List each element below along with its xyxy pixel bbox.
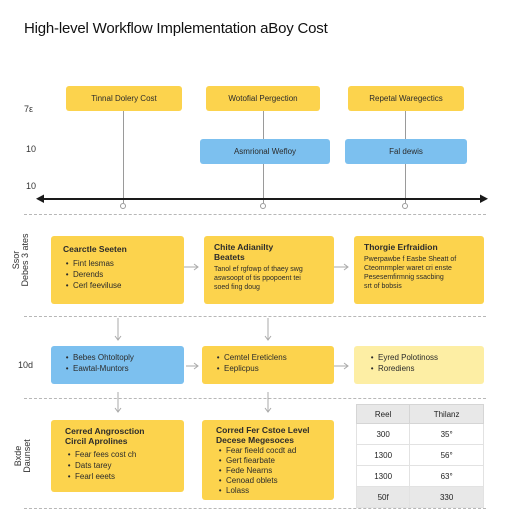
- arrowhead-down-1: [114, 335, 122, 341]
- box-blue-2: Fal dewis: [345, 139, 467, 164]
- table-row: 1300 56°: [355, 444, 484, 466]
- list-item: Fint lesmas: [73, 258, 172, 269]
- axis-right-arrowhead: [480, 194, 488, 203]
- arrowhead-down-3: [114, 407, 122, 413]
- list-item: Eawtal-Muntors: [73, 363, 172, 374]
- list-item: Eyred Polotinoss: [378, 352, 470, 363]
- table-cell: 35°: [409, 423, 484, 445]
- box-top-3: Repetal Waregectics: [348, 86, 464, 111]
- table-header: Reel: [355, 404, 411, 424]
- list-item: Fear fees cost ch: [75, 449, 170, 460]
- arrowhead-down-4: [264, 407, 272, 413]
- table-row: 1300 63°: [355, 465, 484, 487]
- list-item: Bebes Ohtoltoply: [73, 352, 172, 363]
- list-item: Dats tarey: [75, 460, 170, 471]
- box-blue-1: Asmrional Wefloy: [200, 139, 330, 164]
- table-cell: 330: [409, 486, 484, 508]
- box-r2-1: Cearctle Seeten Fint lesmas Derends Cerl…: [51, 236, 184, 304]
- list-item: Fear fieeld cocdt ad: [226, 446, 320, 456]
- table-header: Thilanz: [409, 404, 484, 424]
- y-label-10-b: 10: [26, 181, 37, 191]
- box-r2-3-heading: Thorgie Erfraidion: [364, 242, 438, 252]
- box-top-1: Tinnal Dolery Cost: [66, 86, 182, 111]
- connector-v1: [123, 111, 124, 203]
- node-2: [260, 203, 266, 209]
- table-row: 300 35°: [355, 423, 484, 445]
- arrowhead-r3-a: [193, 362, 199, 370]
- table-cell: 1300: [355, 465, 411, 487]
- table-row: 50f 330: [355, 486, 484, 508]
- list-item: Rorediens: [378, 363, 470, 374]
- box-r2-1-list: Fint lesmas Derends Cerl feeviluse: [63, 258, 172, 291]
- box-r3-1-list: Bebes Ohtoltoply Eawtal-Muntors: [63, 352, 172, 374]
- table-cell: 50f: [355, 486, 411, 508]
- table-cell: 63°: [409, 465, 484, 487]
- box-r4-2: Corred Fer Cstoe Level Decese Megesoces …: [202, 420, 334, 500]
- node-1: [120, 203, 126, 209]
- box-r3-3-list: Eyred Polotinoss Rorediens: [368, 352, 470, 374]
- arrowhead-r2-a: [193, 263, 199, 271]
- separator-4: [24, 508, 486, 509]
- list-item: Gert fiearbate: [226, 456, 320, 466]
- table-cell: 300: [355, 423, 411, 445]
- table-cell: 1300: [355, 444, 411, 466]
- separator-2: [24, 316, 486, 317]
- list-item: Derends: [73, 269, 172, 280]
- box-top-3-label: Repetal Waregectics: [369, 94, 443, 103]
- timeline-axis: [40, 198, 484, 200]
- separator-1: [24, 214, 486, 215]
- list-item: Cenoad oblets: [226, 476, 320, 486]
- cost-table: Reel Thilanz 300 35° 1300 56° 1300 63° 5…: [355, 404, 484, 508]
- box-r3-2-list: Cemtel Ereticlens Eeplicpus: [214, 352, 322, 374]
- box-r4-1-heading: Cerred Angrosction Circil Aprolines: [65, 426, 145, 446]
- axis-left-arrowhead: [36, 194, 44, 203]
- y-label-10-a: 10: [26, 144, 37, 154]
- list-item: Cerl feeviluse: [73, 280, 172, 291]
- separator-3: [24, 398, 486, 399]
- list-item: Fede Nearns: [226, 466, 320, 476]
- arrowhead-down-2: [264, 335, 272, 341]
- arrowhead-r2-b: [343, 263, 349, 271]
- box-r2-2-body: Tanol ef rgfowp of thaey swg aswsoopt of…: [214, 266, 303, 291]
- box-top-1-label: Tinnal Dolery Cost: [91, 94, 157, 103]
- list-item: Fearl eeets: [75, 471, 170, 482]
- page-title: High-level Workflow Implementation aBoy …: [24, 20, 328, 37]
- box-r2-1-heading: Cearctle Seeten: [63, 244, 127, 254]
- box-r3-2: Cemtel Ereticlens Eeplicpus: [202, 346, 334, 384]
- y-label-7e: 7ε: [24, 104, 34, 114]
- box-blue-1-label: Asmrional Wefloy: [233, 147, 297, 156]
- list-item: Cemtel Ereticlens: [224, 352, 322, 363]
- table-cell: 56°: [409, 444, 484, 466]
- box-r3-1: Bebes Ohtoltoply Eawtal-Muntors: [51, 346, 184, 384]
- list-item: Lolass: [226, 486, 320, 496]
- y-label-10d: 10d: [18, 360, 34, 370]
- arrowhead-r3-b: [343, 362, 349, 370]
- box-r4-2-heading: Corred Fer Cstoe Level Decese Megesoces: [216, 425, 310, 445]
- box-r4-1: Cerred Angrosction Circil Aprolines Fear…: [51, 420, 184, 492]
- box-r3-3: Eyred Polotinoss Rorediens: [354, 346, 484, 384]
- list-item: Eeplicpus: [224, 363, 322, 374]
- box-top-2: Wotofial Pergection: [206, 86, 320, 111]
- box-top-2-label: Wotofial Pergection: [228, 94, 298, 103]
- box-r2-3-body: Pwerpawbe f Easbe Sheatt of Cteomrmpler …: [364, 256, 457, 290]
- box-blue-2-label: Fal dewis: [389, 147, 423, 156]
- box-r4-2-list: Fear fieeld cocdt ad Gert fiearbate Fede…: [216, 446, 320, 496]
- box-r2-2-heading: Chite Adianilty Beatets: [214, 242, 274, 262]
- box-r2-3: Thorgie Erfraidion Pwerpawbe f Easbe She…: [354, 236, 484, 304]
- box-r4-1-list: Fear fees cost ch Dats tarey Fearl eeets: [65, 449, 170, 482]
- box-r2-2: Chite Adianilty Beatets Tanol ef rgfowp …: [204, 236, 334, 304]
- node-3: [402, 203, 408, 209]
